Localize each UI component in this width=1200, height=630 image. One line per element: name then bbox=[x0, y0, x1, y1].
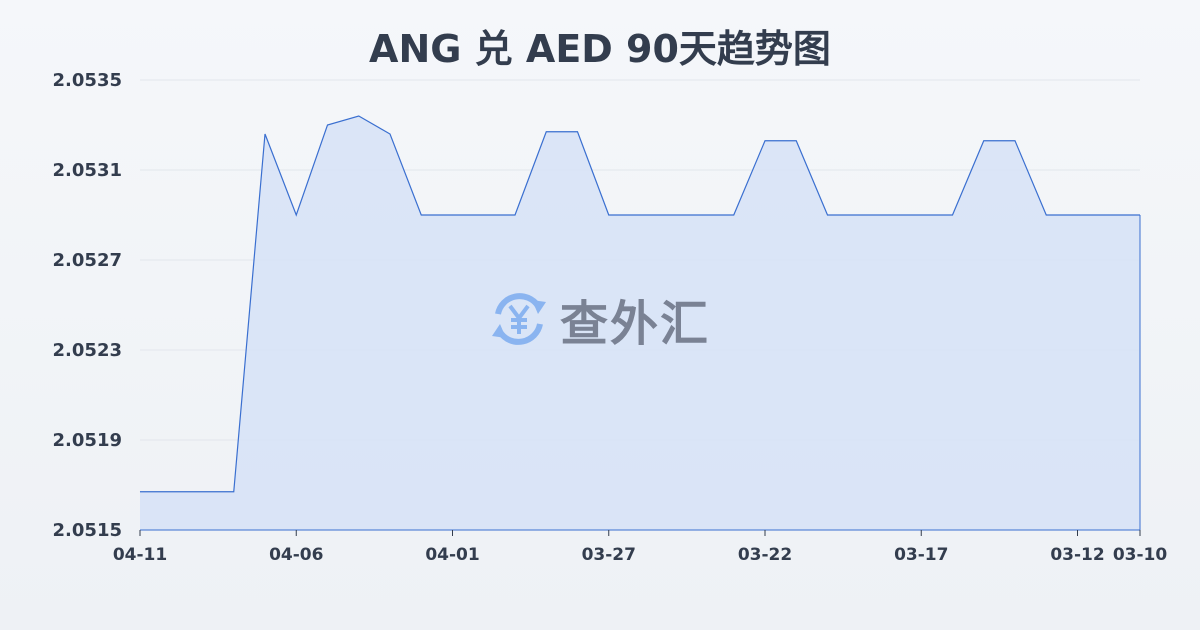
y-tick-label: 2.0527 bbox=[53, 250, 122, 271]
x-tick-label: 03-22 bbox=[738, 545, 792, 565]
x-tick-label: 04-01 bbox=[425, 545, 479, 565]
x-tick-label: 04-11 bbox=[113, 545, 167, 565]
x-tick-label: 03-27 bbox=[582, 545, 636, 565]
x-tick-label: 03-10 bbox=[1113, 545, 1168, 565]
y-tick-label: 2.0531 bbox=[53, 160, 122, 181]
y-tick-label: 2.0523 bbox=[53, 340, 122, 361]
chart-title: ANG 兑 AED 90天趋势图 bbox=[369, 27, 831, 71]
y-tick-label: 2.0519 bbox=[53, 430, 122, 451]
x-tick-label: 03-12 bbox=[1050, 545, 1104, 565]
yen-exchange-icon bbox=[492, 293, 546, 345]
x-tick-label: 03-17 bbox=[894, 545, 948, 565]
y-tick-label: 2.0515 bbox=[53, 520, 122, 541]
y-tick-label: 2.0535 bbox=[53, 70, 122, 91]
area-fill bbox=[140, 116, 1140, 530]
x-tick-label: 04-06 bbox=[269, 545, 323, 565]
watermark: 查外汇 bbox=[488, 284, 710, 354]
watermark-text: 查外汇 bbox=[560, 296, 711, 352]
